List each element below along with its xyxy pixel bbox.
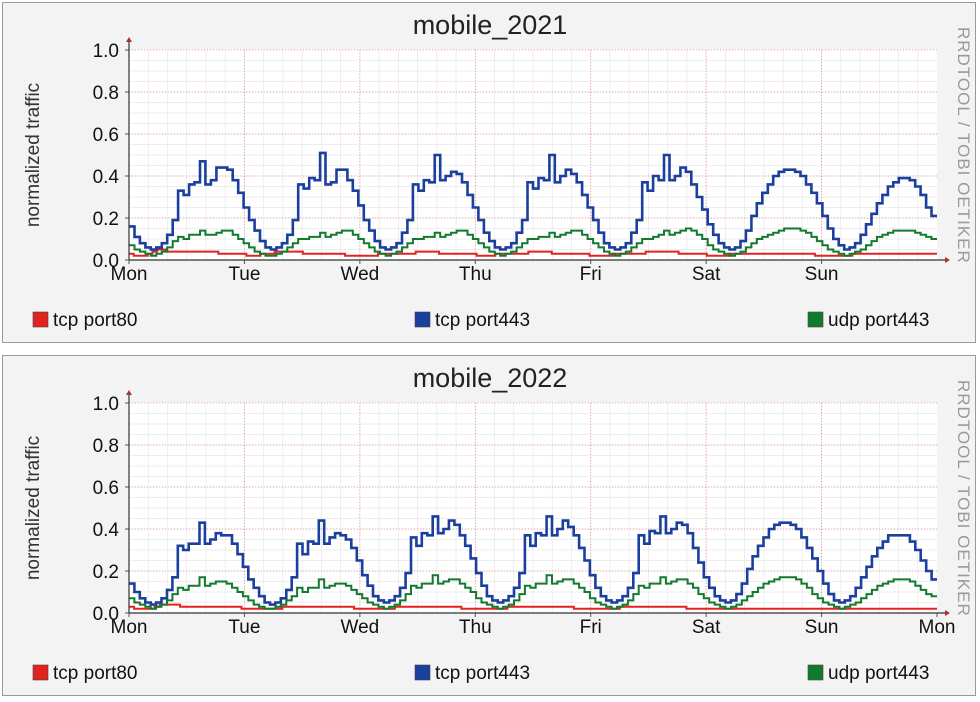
y-tick-label: 0.0 xyxy=(93,604,119,625)
y-axis-label: normalized traffic xyxy=(23,436,44,580)
y-tick-label: 0.6 xyxy=(93,478,119,499)
series-line-udp-port443 xyxy=(129,574,937,610)
x-tick-label: Fri xyxy=(580,617,602,638)
legend-item-tcp-port443: tcp port443 xyxy=(414,310,530,331)
y-axis-label: normalized traffic xyxy=(23,83,44,227)
minor-grid xyxy=(129,50,937,260)
series-line-tcp-port443 xyxy=(129,515,937,606)
x-tick-label: Tue xyxy=(228,617,260,638)
legend-label: tcp port80 xyxy=(53,663,138,684)
y-tick-label: 0.0 xyxy=(93,251,119,272)
x-axis-arrow xyxy=(945,610,950,616)
x-tick-label: Wed xyxy=(340,264,379,285)
chart-panel-2022: mobile_2022 normalized traffic RRDTOOL / T… xyxy=(2,355,976,696)
rrdtool-credit: RRDTOOL / TOBI OETIKER xyxy=(954,27,973,264)
x-tick-label: Mon xyxy=(111,264,148,285)
y-axis-arrow xyxy=(126,37,132,42)
legend-label: tcp port443 xyxy=(435,310,530,331)
x-tick-label: Tue xyxy=(228,264,260,285)
legend-item-tcp-port443: tcp port443 xyxy=(414,663,530,684)
y-axis-arrow xyxy=(126,390,132,395)
rrdtool-credit: RRDTOOL / TOBI OETIKER xyxy=(954,380,973,617)
legend-item-tcp-port80: tcp port80 xyxy=(32,663,138,684)
legend-swatch xyxy=(807,311,824,328)
x-tick-label: Sat xyxy=(692,617,721,638)
y-tick-label: 1.0 xyxy=(93,394,119,415)
legend-label: udp port443 xyxy=(828,310,929,331)
x-axis-arrow xyxy=(945,257,950,263)
chart-svg-2022: mobile_2022 normalized traffic RRDTOOL / T… xyxy=(23,363,973,684)
legend-label: tcp port80 xyxy=(53,310,138,331)
chart-title: mobile_2022 xyxy=(413,363,568,393)
series-line-tcp-port443 xyxy=(129,151,937,251)
major-grid xyxy=(129,49,937,260)
x-tick-label: Mon xyxy=(111,617,148,638)
x-tick-label: Thu xyxy=(459,617,492,638)
series-line-tcp-port80 xyxy=(129,248,937,257)
y-tick-label: 0.8 xyxy=(93,436,119,457)
legend-label: tcp port443 xyxy=(435,663,530,684)
y-tick-label: 0.2 xyxy=(93,562,119,583)
x-tick-label: Fri xyxy=(580,264,602,285)
x-tick-label: Sun xyxy=(805,264,839,285)
series-line-tcp-port80 xyxy=(129,603,937,610)
y-tick-label: 0.4 xyxy=(93,167,120,188)
y-tick-label: 0.6 xyxy=(93,125,119,146)
legend-label: udp port443 xyxy=(828,663,929,684)
legend-item-tcp-port80: tcp port80 xyxy=(32,310,138,331)
chart-panel-2021: mobile_2021 normalized traffic RRDTOOL / T… xyxy=(2,2,976,343)
y-tick-label: 0.4 xyxy=(93,520,120,541)
chart-svg-2021: mobile_2021 normalized traffic RRDTOOL / T… xyxy=(23,10,973,331)
x-tick-label: Sun xyxy=(805,617,839,638)
y-tick-label: 0.8 xyxy=(93,83,119,104)
legend-swatch xyxy=(414,311,431,328)
legend-swatch xyxy=(32,311,49,328)
chart-title: mobile_2021 xyxy=(413,10,568,40)
legend-swatch xyxy=(32,664,49,681)
minor-grid xyxy=(129,403,937,613)
y-tick-label: 0.2 xyxy=(93,209,119,230)
legend-item-udp-port443: udp port443 xyxy=(807,663,929,684)
legend-swatch xyxy=(807,664,824,681)
x-tick-label: Mon xyxy=(919,617,956,638)
series-line-udp-port443 xyxy=(129,227,937,257)
legend-swatch xyxy=(414,664,431,681)
legend-item-udp-port443: udp port443 xyxy=(807,310,929,331)
y-tick-label: 1.0 xyxy=(93,41,119,62)
x-tick-label: Wed xyxy=(340,617,379,638)
x-tick-label: Thu xyxy=(459,264,492,285)
x-tick-label: Sat xyxy=(692,264,721,285)
